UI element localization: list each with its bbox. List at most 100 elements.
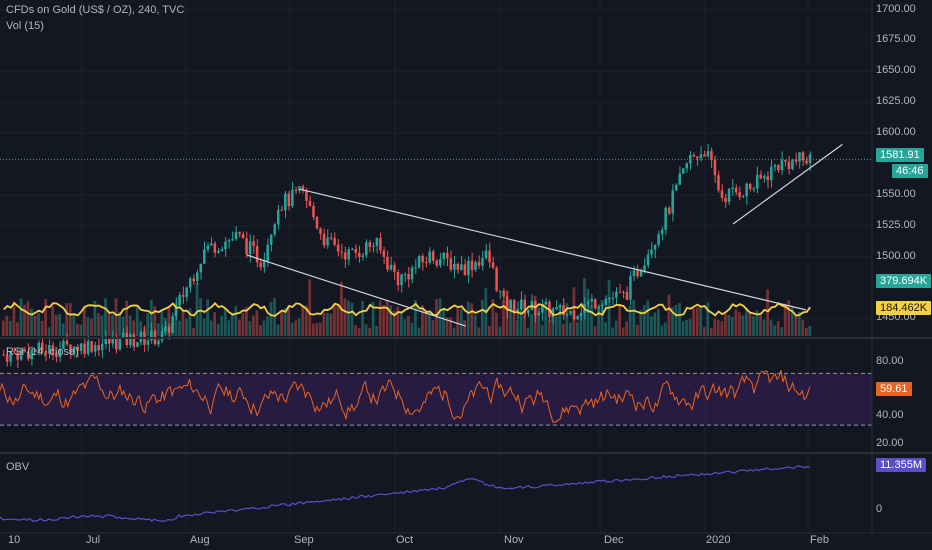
volume-bar [428,311,431,336]
candle-body [396,272,400,286]
candle-body [717,175,720,191]
volume-bar [382,305,386,336]
volume-bar [776,321,780,336]
price-tick-label: 1700.00 [876,3,916,15]
candle-body [97,345,100,351]
candle-body [741,196,745,198]
time-tick-label: 2020 [706,534,731,546]
candle-body [653,244,657,250]
candle-body [481,258,484,266]
candle-body [48,345,51,354]
volume-bar [720,321,724,336]
volume-bar [75,323,79,336]
volume-bar [410,322,414,336]
trendline [732,143,843,225]
candle-body [241,234,245,239]
trendline [299,188,807,311]
volume-bar [181,309,185,336]
candle-body [79,343,83,351]
candle-body [319,228,322,234]
symbol-title[interactable]: CFDs on Gold (US$ / OZ), 240, TVC [6,4,185,16]
price-tick-label: 1675.00 [876,33,916,45]
candle-body [157,340,160,345]
volume-bar [516,320,519,336]
volume-bar [681,321,685,336]
candle-body [674,184,678,191]
volume-bar [26,301,30,336]
volume-legend[interactable]: Vol (15) [6,20,44,32]
volume-bar [354,325,357,336]
candle-body [667,207,671,214]
volume-bar [392,310,396,336]
volume-bar [794,314,798,336]
candle-body [646,254,650,266]
candle-body [808,154,812,164]
candle-body [372,245,375,247]
candle-body [213,243,217,253]
volume-bar [731,317,734,336]
candle-body [44,351,48,354]
obv-legend[interactable]: OBV [6,461,30,473]
volume-bar [107,311,111,336]
volume-bar [723,312,727,336]
candle-body [26,351,30,360]
volume-bar [502,300,505,336]
obv-tick-label: 0 [876,503,883,515]
candle-body [185,287,188,297]
candle-body [755,174,759,189]
countdown-tag: 46:46 [892,164,928,178]
volume-bar [783,303,787,336]
volume-bar [727,314,731,336]
candle-body [435,260,438,266]
volume-bar [255,310,259,336]
candle-body [23,349,26,352]
candle-body [41,342,44,352]
volume-bar [530,314,533,336]
candle-body [224,241,227,250]
obv-line [0,465,811,522]
volume-bar [44,298,47,336]
time-tick-label: 10 [8,534,21,546]
candle-body [491,262,495,268]
candle-body [703,154,706,157]
rsi-legend[interactable]: RSI (14, close) [6,346,79,358]
candle-body [122,332,125,339]
volume-bar [491,299,495,336]
volume-bar [97,313,100,336]
volume-bar [213,312,217,336]
candle-body [407,273,410,280]
volume-bar [600,300,604,336]
candle-body [657,234,660,245]
volume-bar [357,327,361,336]
volume-bar [135,305,139,336]
volume-bar [480,299,484,336]
candle-body [470,260,474,271]
candle-body [460,264,463,270]
volume-bar [685,319,688,336]
candle-body [509,299,512,310]
volume-bar [738,312,741,336]
pane-separators[interactable] [0,0,932,534]
candle-body [107,337,111,344]
trendlines[interactable] [246,143,843,327]
volume-bar [93,300,97,336]
candle-body [171,316,174,333]
candle-body [234,232,238,240]
volume-bar [125,300,128,336]
volume-bar [199,298,202,336]
volume-bar [773,325,776,336]
candle-body [467,260,470,275]
volume-bar [371,301,375,336]
candle-body [762,176,766,179]
candle-body [298,186,301,191]
candle-body [181,294,185,297]
volume-bar [252,315,255,336]
time-tick-label: Oct [396,534,414,546]
candle-body [639,270,643,277]
volume-bar [121,316,125,336]
candle-body [692,154,696,157]
candle-body [357,252,361,257]
volume-bar [47,327,51,336]
candle-body [534,301,537,316]
